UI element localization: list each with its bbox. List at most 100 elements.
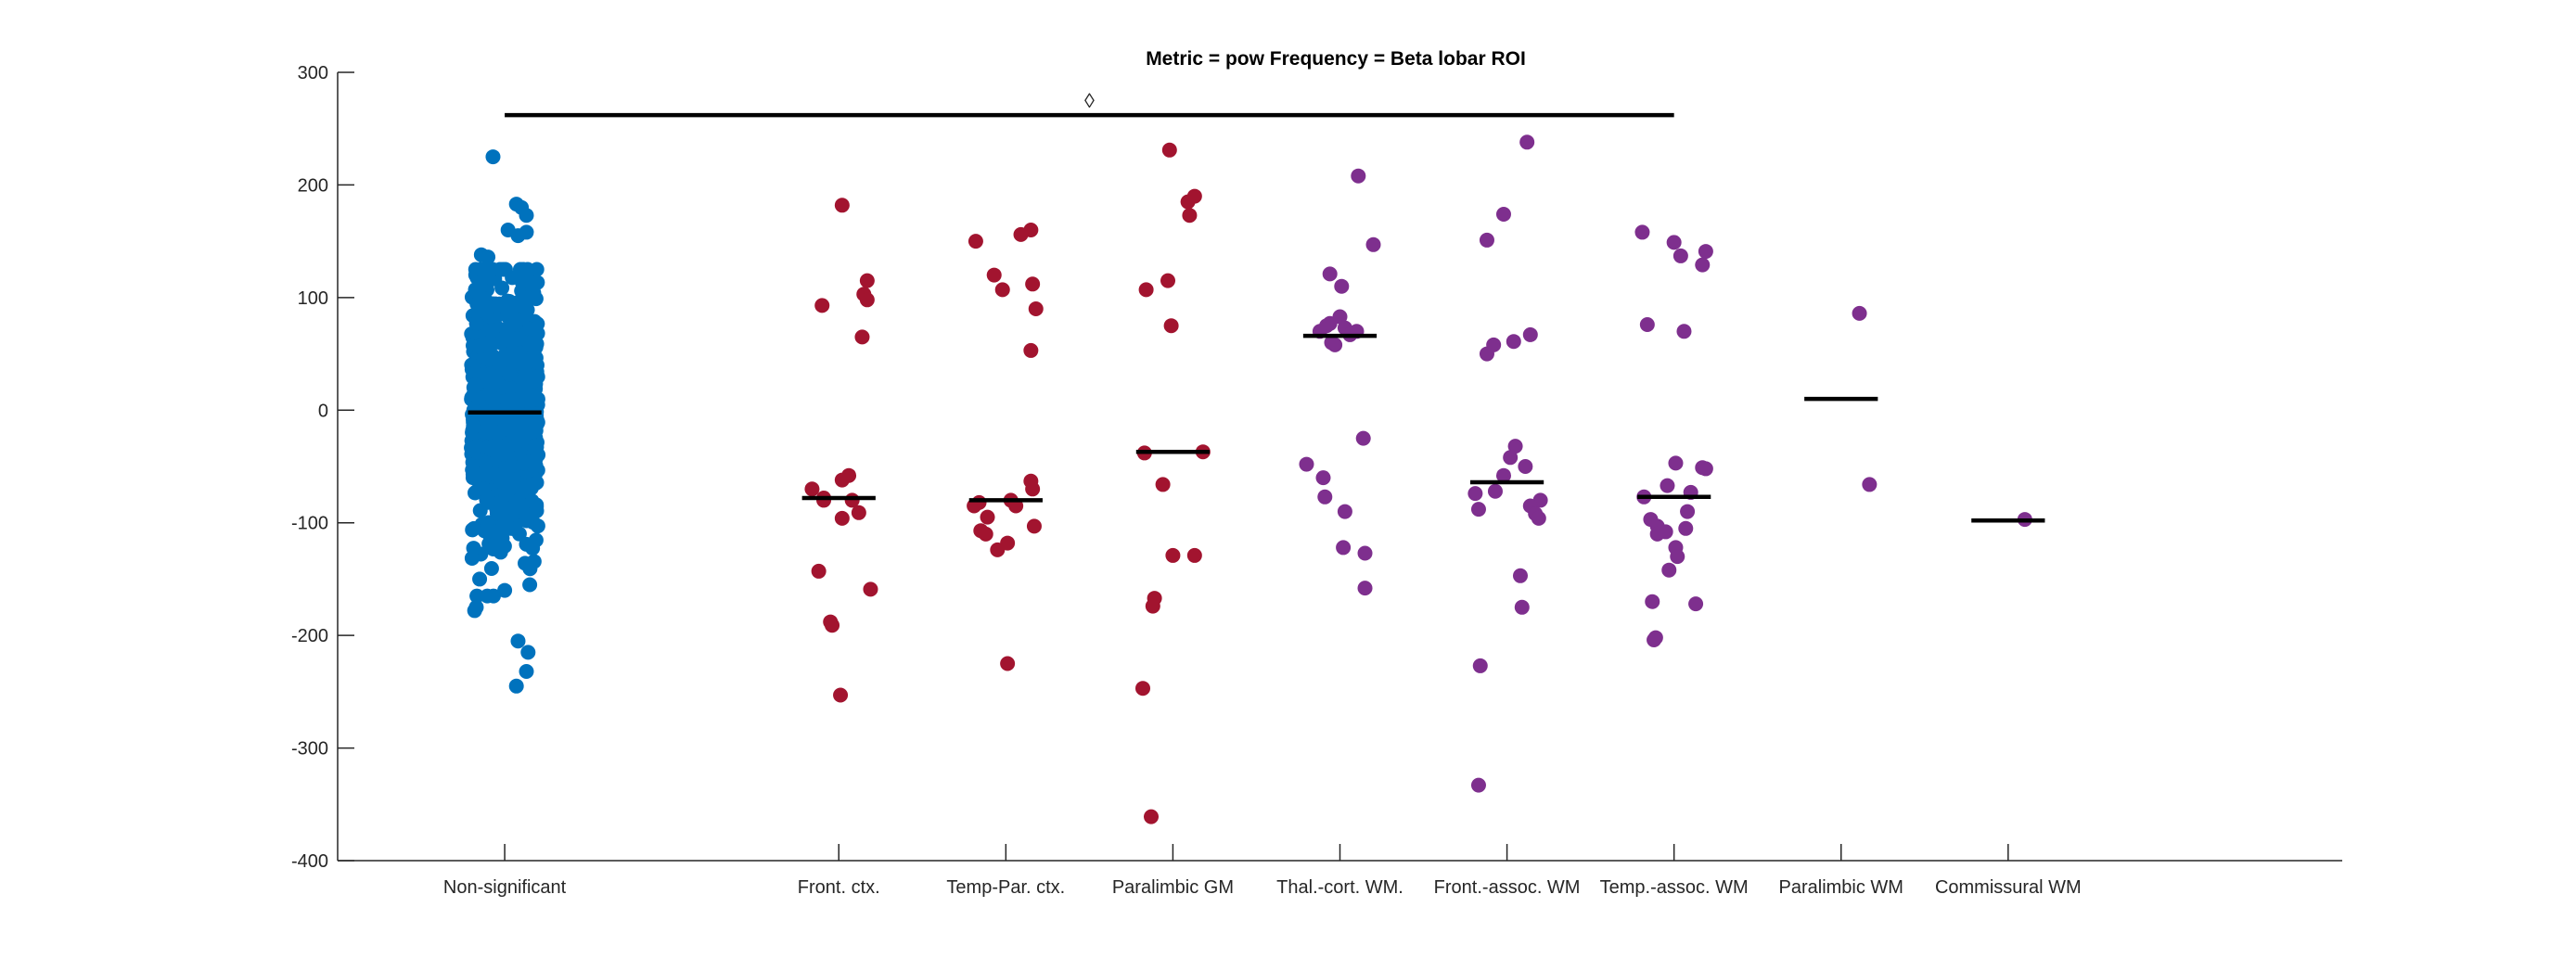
data-point: [481, 334, 497, 350]
data-point: [854, 329, 870, 345]
data-point: [1698, 461, 1713, 477]
data-point: [825, 618, 840, 633]
data-point: [520, 645, 536, 660]
data-point: [519, 536, 534, 552]
median-lines: [468, 333, 2045, 523]
data-point: [516, 262, 532, 277]
data-point: [508, 351, 524, 367]
data-point: [527, 458, 543, 474]
data-point: [468, 315, 484, 331]
data-point: [1862, 477, 1878, 492]
data-point: [1695, 257, 1711, 273]
x-tick-label: Thal.-cort. WM.: [1276, 877, 1403, 898]
chart-title: Metric = pow Frequency = Beta lobar ROI: [1146, 48, 1526, 70]
y-tick-label: -100: [291, 514, 328, 534]
axes: 300 200 100 0 -100 -200 -300 -400 Non-significan…: [291, 63, 2342, 898]
data-point: [501, 300, 517, 316]
data-point: [497, 500, 513, 516]
y-tick-label: -300: [291, 739, 328, 760]
data-points: [464, 134, 2032, 824]
data-point: [816, 492, 832, 508]
data-point: [477, 270, 493, 285]
data-point: [1852, 305, 1867, 321]
data-point: [508, 313, 524, 328]
data-point: [1495, 207, 1511, 222]
data-point: [980, 509, 995, 525]
data-point: [481, 351, 496, 367]
data-point: [510, 493, 526, 509]
data-point: [1135, 681, 1151, 696]
data-point: [530, 518, 545, 534]
data-point: [530, 391, 545, 407]
data-point: [1351, 168, 1366, 184]
data-point: [530, 275, 545, 290]
data-point: [1180, 194, 1196, 210]
data-point: [814, 298, 830, 313]
data-point: [1487, 483, 1503, 499]
y-tick-label: -200: [291, 626, 328, 646]
data-point: [1470, 502, 1486, 517]
data-point: [1472, 658, 1488, 673]
data-point: [522, 338, 538, 353]
data-point: [986, 267, 1002, 283]
data-point: [833, 687, 849, 703]
data-point: [1658, 524, 1673, 540]
data-point: [1661, 562, 1677, 578]
data-point: [1698, 244, 1713, 260]
x-tick-label: Temp-Par. ctx.: [946, 877, 1065, 898]
data-point: [505, 270, 520, 286]
data-point: [485, 541, 501, 556]
y-tick-label: 100: [298, 288, 328, 309]
data-point: [1660, 478, 1675, 493]
data-point: [1000, 656, 1016, 671]
data-point: [1025, 481, 1041, 497]
data-point: [508, 678, 524, 694]
data-point: [1322, 266, 1338, 282]
data-point: [1317, 489, 1333, 505]
data-point: [1322, 315, 1338, 331]
data-point: [1680, 504, 1696, 519]
data-point: [483, 560, 499, 576]
data-point: [503, 520, 519, 536]
data-point: [1670, 549, 1685, 565]
data-point: [490, 299, 506, 314]
data-point: [1155, 477, 1171, 492]
data-point: [1023, 342, 1039, 358]
data-point: [1161, 142, 1177, 158]
data-point: [834, 472, 850, 488]
data-point: [851, 505, 866, 520]
data-point: [1186, 547, 1202, 563]
data-point: [525, 322, 541, 338]
data-point: [1639, 317, 1655, 332]
data-point: [466, 402, 481, 418]
data-point: [488, 425, 504, 441]
significance-bracket: ◊: [505, 89, 1674, 118]
data-point: [510, 633, 526, 649]
data-point: [1013, 226, 1029, 242]
data-point: [1299, 456, 1314, 472]
x-tick-label: Commissural WM: [1935, 877, 2082, 898]
data-point: [1507, 439, 1523, 454]
data-point: [519, 513, 534, 529]
data-point: [1163, 318, 1179, 334]
data-point: [1479, 346, 1494, 362]
data-point: [485, 149, 501, 165]
data-point: [484, 390, 500, 406]
data-point: [527, 441, 543, 456]
data-point: [1678, 520, 1694, 536]
data-point: [519, 290, 535, 306]
data-point: [1355, 430, 1371, 446]
data-point: [465, 462, 481, 478]
data-point: [1160, 273, 1176, 288]
data-point: [1506, 334, 1521, 350]
data-point: [1334, 278, 1350, 294]
data-point: [859, 292, 875, 308]
data-point: [464, 550, 480, 566]
data-point: [859, 273, 875, 288]
data-point: [1026, 518, 1042, 534]
data-point: [1165, 547, 1181, 563]
data-point: [1182, 208, 1198, 224]
data-point: [519, 208, 534, 224]
data-point: [476, 481, 492, 497]
